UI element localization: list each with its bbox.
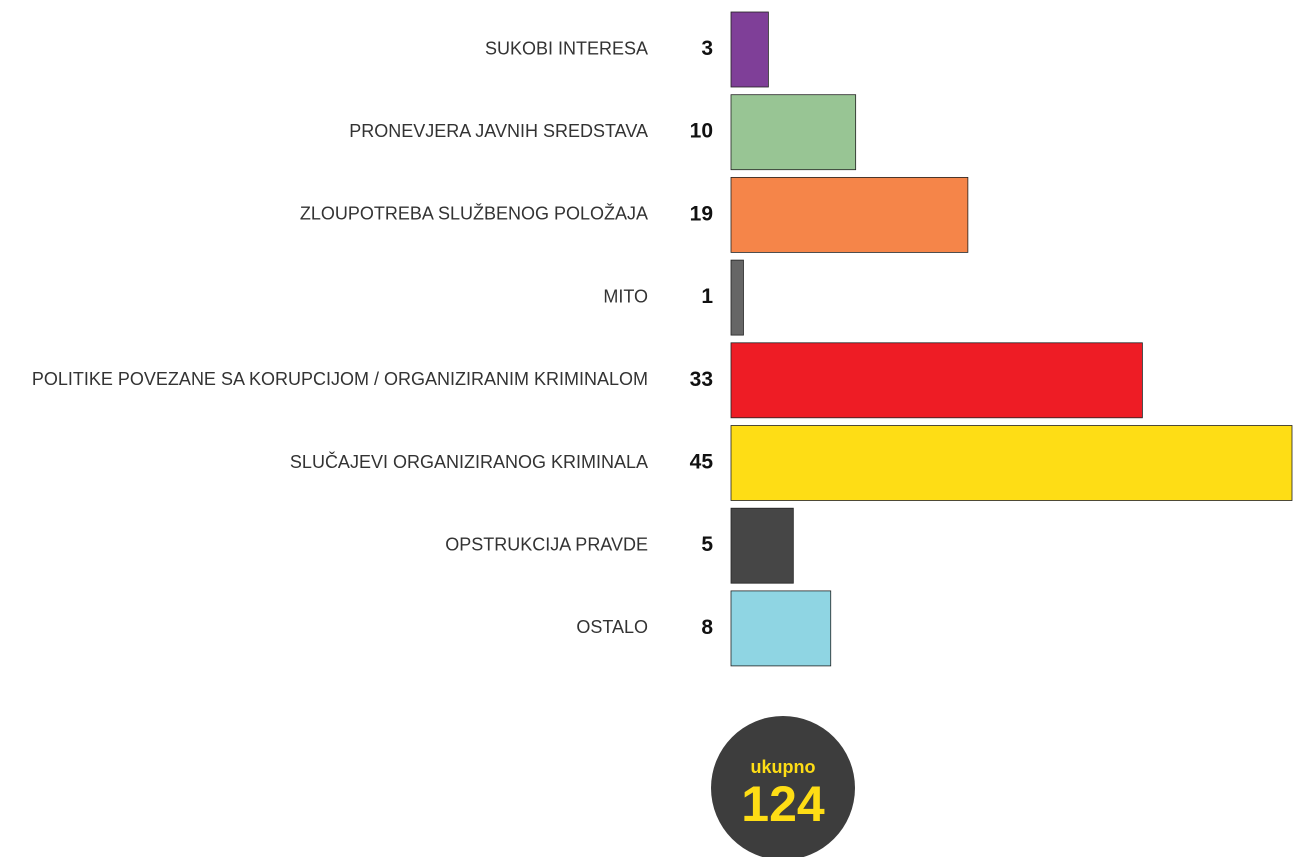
category-label: PRONEVJERA JAVNIH SREDSTAVA <box>349 121 648 141</box>
total-value: 124 <box>741 776 825 832</box>
value-label: 5 <box>701 533 713 556</box>
value-label: 10 <box>690 120 713 143</box>
value-label: 33 <box>690 368 713 391</box>
value-label: 8 <box>701 616 713 639</box>
bar <box>730 342 1143 419</box>
category-label: SLUČAJEVI ORGANIZIRANOG KRIMINALA <box>290 451 648 472</box>
bar <box>730 259 744 336</box>
bar <box>730 425 1293 501</box>
category-label: MITO <box>603 286 648 306</box>
category-label: SUKOBI INTERESA <box>485 38 648 58</box>
category-label: POLITIKE POVEZANE SA KORUPCIJOM / ORGANI… <box>32 369 648 389</box>
total-badge <box>711 716 855 857</box>
bar <box>730 590 832 667</box>
category-label: OSTALO <box>576 617 648 637</box>
category-label: OPSTRUKCIJA PRAVDE <box>445 534 648 554</box>
category-label: ZLOUPOTREBA SLUŽBENOG POLOŽAJA <box>300 204 648 224</box>
value-label: 45 <box>690 451 714 474</box>
value-label: 1 <box>701 285 713 308</box>
total-label: ukupno <box>751 757 816 777</box>
bar <box>730 176 969 253</box>
bar <box>730 11 769 88</box>
bar <box>730 507 794 584</box>
bar <box>730 94 857 171</box>
value-label: 3 <box>701 37 713 60</box>
value-label: 19 <box>690 202 713 225</box>
